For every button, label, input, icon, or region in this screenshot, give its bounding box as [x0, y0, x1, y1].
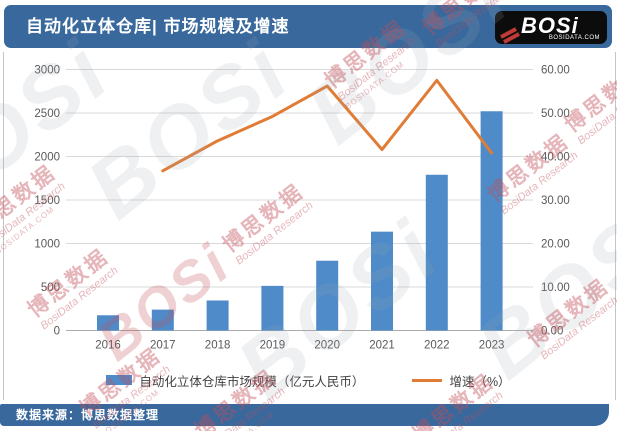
- y-axis-right-tick: 10.00: [541, 282, 570, 294]
- y-axis-right-tick: 0.00: [541, 326, 563, 338]
- bar-2016: [97, 315, 119, 331]
- bar-2017: [151, 309, 174, 331]
- chart-legend: 自动化立体仓库市场规模（亿元人民币） 增速（%）: [0, 368, 617, 392]
- data-source-text: 数据来源：博思数据整理: [16, 408, 160, 422]
- y-axis-left-tick: 2500: [34, 108, 60, 120]
- bar-2019: [261, 285, 284, 331]
- y-axis-left-tick: 2000: [34, 152, 60, 164]
- bar-2021: [371, 231, 393, 331]
- x-axis-label-2017: 2017: [150, 340, 176, 352]
- legend-label: 增速（%）: [449, 374, 511, 389]
- x-axis-label-2021: 2021: [369, 340, 395, 352]
- bar-2018: [206, 300, 229, 331]
- y-axis-left-tick: 1500: [34, 195, 60, 207]
- legend-label: 自动化立体仓库市场规模（亿元人民币）: [139, 374, 365, 389]
- market-size-growth-chart: 0 500 1000 1500 2000 2500 3000 0.00 10.00 20.00 30…: [34, 65, 570, 352]
- header-bar: 自动化立体仓库| 市场规模及增速 BOSi BOSIDATA.COM: [4, 5, 612, 48]
- y-axis-right-tick: 50.00: [541, 108, 570, 120]
- y-axis-right-tick: 20.00: [541, 239, 570, 251]
- growth-line: [161, 78, 494, 173]
- x-axis-label-2018: 2018: [205, 340, 231, 352]
- bosi-logo: BOSi BOSIDATA.COM: [495, 11, 607, 44]
- x-axis-label-2022: 2022: [424, 340, 450, 352]
- x-axis-label-2019: 2019: [260, 340, 286, 352]
- y-axis-right-tick: 60.00: [541, 65, 570, 77]
- legend-item-growth: 增速（%）: [412, 371, 511, 390]
- logo-subtext: BOSIDATA.COM: [548, 35, 600, 41]
- x-axis-label-2016: 2016: [95, 340, 121, 352]
- y-axis-left-tick: 3000: [34, 65, 60, 77]
- y-axis-right-tick: 30.00: [541, 195, 570, 207]
- legend-item-market-size: 自动化立体仓库市场规模（亿元人民币）: [106, 371, 364, 390]
- page-title: 自动化立体仓库| 市场规模及增速: [26, 17, 290, 36]
- x-axis-label-2020: 2020: [314, 340, 340, 352]
- y-axis-left-tick: 500: [41, 282, 60, 294]
- y-axis-left-tick: 0: [54, 326, 60, 338]
- bar-2020: [316, 260, 339, 331]
- chart-area: 0 500 1000 1500 2000 2500 3000 0.00 10.00 20.00 30…: [0, 55, 617, 365]
- y-axis-left-tick: 1000: [34, 239, 60, 251]
- bar-series-swatch-icon: [106, 375, 133, 385]
- y-axis-right-tick: 40.00: [541, 152, 570, 164]
- x-axis-label-2023: 2023: [479, 340, 505, 352]
- bar-2023: [480, 111, 503, 331]
- logo-text: BOSi: [521, 13, 579, 38]
- line-series-swatch-icon: [412, 378, 443, 382]
- bar-2022: [425, 174, 448, 331]
- chart-frame-border: [3, 52, 616, 400]
- source-bar: 数据来源：博思数据整理: [0, 404, 609, 426]
